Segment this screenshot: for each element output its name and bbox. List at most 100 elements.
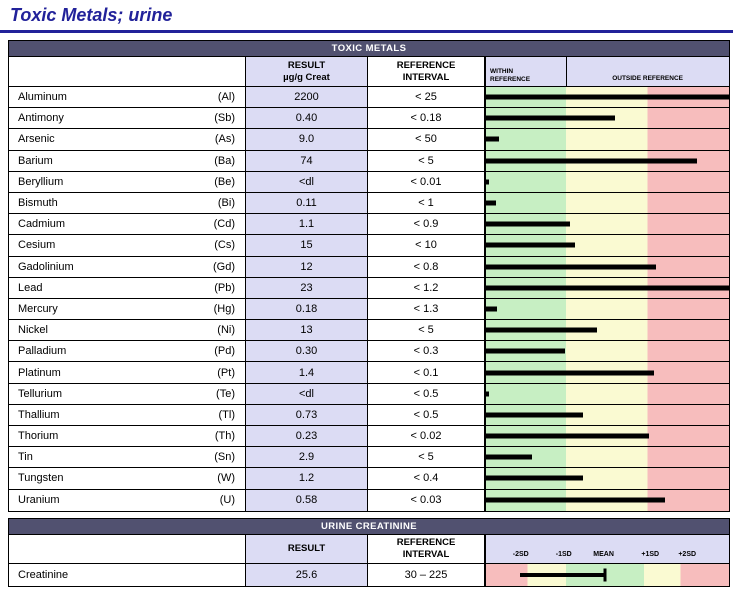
element-symbol: (Pb) (214, 281, 235, 294)
reference-zone-chart-cell (485, 489, 729, 511)
metal-name-cell: Platinum (Pt) (9, 362, 246, 384)
reference-zone-chart-cell (485, 320, 729, 342)
metal-row: Barium (Ba) 74 < 5 (9, 150, 729, 172)
metal-row: Arsenic (As) 9.0 < 50 (9, 129, 729, 151)
result-bar (486, 391, 490, 397)
creatinine-name-cell: Creatinine (9, 564, 246, 586)
creatinine-result-column-header: RESULT (246, 535, 368, 563)
creatinine-bar-cap (603, 568, 607, 582)
reference-zone-chart-cell (485, 150, 729, 172)
element-symbol: (W) (217, 472, 235, 485)
sd-label: +2SD (678, 551, 697, 559)
result-value: 74 (246, 150, 368, 172)
result-column-header: RESULT µg/g Creat (246, 57, 368, 86)
outside-reference-label: OUTSIDE REFERENCE (612, 74, 683, 82)
metal-row: Bismuth (Bi) 0.11 < 1 (9, 192, 729, 215)
metal-row: Tellurium (Te) <dl < 0.5 (9, 383, 729, 405)
metal-name-cell: Thallium (Tl) (9, 404, 246, 426)
reference-zone-chart-cell (485, 235, 729, 257)
urine-creatinine-section-title: URINE CREATININE (9, 519, 729, 535)
metal-name-cell: Nickel (Ni) (9, 320, 246, 342)
element-symbol: (Hg) (213, 302, 235, 315)
element-symbol: (Te) (216, 387, 235, 400)
reference-zone-chart-cell (485, 277, 729, 299)
metal-row: Mercury (Hg) 0.18 < 1.3 (9, 298, 729, 321)
result-bar (486, 348, 565, 354)
metal-row: Nickel (Ni) 13 < 5 (9, 320, 729, 342)
metals-column-header-row: RESULT µg/g Creat REFERENCE INTERVAL WIT… (9, 57, 729, 87)
metal-name-cell: Bismuth (Bi) (9, 192, 246, 215)
sd-label: -2SD (512, 551, 529, 559)
result-value: 9.0 (246, 129, 368, 151)
metal-row: Tungsten (W) 1.2 < 0.4 (9, 468, 729, 490)
metal-name: Cesium (18, 239, 56, 252)
metal-name: Mercury (18, 302, 58, 315)
metal-name-cell: Antimony (Sb) (9, 108, 246, 130)
result-value: <dl (246, 383, 368, 405)
metal-name-column-header (9, 57, 246, 86)
metal-row: Thallium (Tl) 0.73 < 0.5 (9, 404, 729, 426)
element-symbol: (Ni) (217, 324, 235, 337)
reference-zone-chart-cell (485, 341, 729, 363)
metal-row: Lead (Pb) 23 < 1.2 (9, 277, 729, 299)
result-value: 12 (246, 256, 368, 278)
metal-row: Beryllium (Be) <dl < 0.01 (9, 171, 729, 193)
metal-name: Bismuth (18, 197, 58, 210)
sd-scale-labels: -2SD -1SD MEAN +1SD +2SD (485, 535, 729, 563)
creatinine-name: Creatinine (18, 569, 69, 581)
metal-name: Arsenic (18, 133, 55, 146)
result-bar (486, 285, 729, 291)
creatinine-name-column-header (9, 535, 246, 563)
metal-name: Antimony (18, 112, 64, 125)
result-value: 1.1 (246, 214, 368, 236)
metal-name-cell: Uranium (U) (9, 489, 246, 511)
creatinine-bar (520, 573, 606, 577)
result-value: 1.4 (246, 362, 368, 384)
element-symbol: (Tl) (218, 408, 236, 421)
reference-value: < 0.5 (368, 404, 485, 426)
metal-row: Cadmium (Cd) 1.1 < 0.9 (9, 214, 729, 236)
metal-name: Tin (18, 451, 33, 464)
reference-zone-chart-cell (485, 298, 729, 321)
metal-name-cell: Tellurium (Te) (9, 383, 246, 405)
reference-value: < 0.9 (368, 214, 485, 236)
result-value: 13 (246, 320, 368, 342)
sd-label: +1SD (641, 551, 660, 559)
reference-zone-chart-cell (485, 256, 729, 278)
within-reference-label: WITHIN REFERENCE (490, 68, 531, 84)
reference-value: < 0.8 (368, 256, 485, 278)
creatinine-row: Creatinine 25.6 30 – 225 (9, 564, 729, 586)
reference-zone-chart-cell (485, 468, 729, 490)
result-value: 23 (246, 277, 368, 299)
result-value: 0.40 (246, 108, 368, 130)
result-bar (486, 433, 649, 439)
metal-row: Uranium (U) 0.58 < 0.03 (9, 489, 729, 511)
metal-name-cell: Arsenic (As) (9, 129, 246, 151)
reference-zone-chart-cell (485, 404, 729, 426)
result-bar (486, 158, 698, 164)
result-bar (486, 327, 597, 333)
metal-row: Palladium (Pd) 0.30 < 0.3 (9, 341, 729, 363)
metals-rows: Aluminum (Al) 2200 < 25 Antimony (Sb) 0.… (9, 87, 729, 511)
reference-zone-chart-header: WITHIN REFERENCE OUTSIDE REFERENCE (485, 57, 729, 86)
result-bar (486, 454, 533, 460)
reference-value: < 25 (368, 87, 485, 109)
reference-value: < 1.2 (368, 277, 485, 299)
metal-name-cell: Tungsten (W) (9, 468, 246, 490)
metal-name: Thallium (18, 408, 60, 421)
metal-name: Lead (18, 281, 43, 294)
result-bar (486, 115, 615, 121)
result-bar (486, 412, 584, 418)
metal-name-cell: Aluminum (Al) (9, 87, 246, 109)
element-symbol: (Bi) (217, 197, 235, 210)
metal-name-cell: Gadolinium (Gd) (9, 256, 246, 278)
reference-value: < 1 (368, 192, 485, 215)
metal-name: Barium (18, 154, 53, 167)
reference-value: < 10 (368, 235, 485, 257)
element-symbol: (Sb) (214, 112, 235, 125)
creatinine-reference-value: 30 – 225 (368, 564, 485, 586)
element-symbol: (U) (219, 494, 235, 507)
metal-row: Thorium (Th) 0.23 < 0.02 (9, 426, 729, 448)
toxic-metals-section: TOXIC METALS RESULT µg/g Creat REFERENCE… (8, 40, 730, 512)
result-bar (486, 497, 665, 503)
